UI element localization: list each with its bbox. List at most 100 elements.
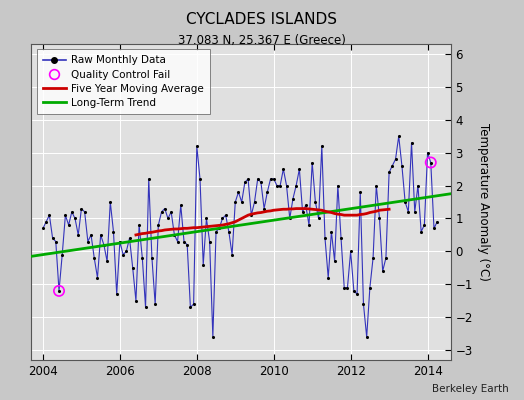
Point xyxy=(346,248,355,254)
Point xyxy=(51,238,60,245)
Legend: Raw Monthly Data, Quality Control Fail, Five Year Moving Average, Long-Term Tren: Raw Monthly Data, Quality Control Fail, … xyxy=(37,49,210,114)
Point xyxy=(401,199,409,205)
Point xyxy=(433,218,441,225)
Point xyxy=(356,189,365,195)
Point xyxy=(318,143,326,149)
Point xyxy=(395,133,403,139)
Point xyxy=(173,238,182,245)
Point xyxy=(369,255,377,261)
Text: CYCLADES ISLANDS: CYCLADES ISLANDS xyxy=(187,12,337,27)
Point xyxy=(363,334,371,340)
Point xyxy=(302,202,310,208)
Text: Berkeley Earth: Berkeley Earth xyxy=(432,384,508,394)
Point xyxy=(334,182,342,189)
Point xyxy=(331,258,339,264)
Point xyxy=(241,179,249,186)
Point xyxy=(84,238,92,245)
Point xyxy=(170,232,179,238)
Point xyxy=(167,209,176,215)
Point xyxy=(359,301,368,307)
Point xyxy=(430,225,438,232)
Point xyxy=(58,252,67,258)
Point xyxy=(276,182,285,189)
Point xyxy=(77,205,85,212)
Point xyxy=(388,162,397,169)
Point xyxy=(260,205,268,212)
Point xyxy=(298,209,307,215)
Point xyxy=(282,182,291,189)
Point xyxy=(151,301,159,307)
Point xyxy=(100,242,108,248)
Point xyxy=(289,196,297,202)
Point xyxy=(74,232,82,238)
Point xyxy=(138,255,147,261)
Point xyxy=(145,176,153,182)
Point xyxy=(119,252,127,258)
Point xyxy=(404,209,412,215)
Point xyxy=(266,176,275,182)
Point xyxy=(414,182,422,189)
Point xyxy=(196,176,204,182)
Point xyxy=(106,199,114,205)
Point xyxy=(39,225,47,232)
Point xyxy=(244,176,252,182)
Point xyxy=(202,215,211,222)
Point xyxy=(55,288,63,294)
Point xyxy=(366,284,374,291)
Point xyxy=(96,232,105,238)
Point xyxy=(378,268,387,274)
Text: 37.083 N, 25.367 E (Greece): 37.083 N, 25.367 E (Greece) xyxy=(178,34,346,47)
Point xyxy=(128,265,137,271)
Point xyxy=(279,166,288,172)
Point xyxy=(411,209,419,215)
Point xyxy=(42,218,50,225)
Point xyxy=(407,140,416,146)
Point xyxy=(228,252,236,258)
Point xyxy=(257,179,265,186)
Point xyxy=(103,258,111,264)
Point xyxy=(247,212,256,218)
Point xyxy=(295,166,303,172)
Point xyxy=(321,235,329,242)
Point xyxy=(381,255,390,261)
Point xyxy=(177,202,185,208)
Point xyxy=(160,205,169,212)
Point xyxy=(205,238,214,245)
Point xyxy=(164,215,172,222)
Point xyxy=(350,288,358,294)
Point xyxy=(132,298,140,304)
Point xyxy=(61,212,70,218)
Point xyxy=(254,176,262,182)
Point xyxy=(324,274,332,281)
Point xyxy=(48,235,57,242)
Point xyxy=(427,159,435,166)
Point xyxy=(183,242,191,248)
Point xyxy=(55,288,63,294)
Point xyxy=(87,232,95,238)
Y-axis label: Temperature Anomaly (°C): Temperature Anomaly (°C) xyxy=(476,123,489,281)
Point xyxy=(420,222,429,228)
Point xyxy=(391,156,400,162)
Point xyxy=(340,284,348,291)
Point xyxy=(292,182,300,189)
Point xyxy=(122,248,130,254)
Point xyxy=(375,215,384,222)
Point xyxy=(68,209,76,215)
Point xyxy=(337,235,345,242)
Point xyxy=(186,304,194,310)
Point xyxy=(81,209,89,215)
Point xyxy=(327,228,335,235)
Point xyxy=(353,291,361,297)
Point xyxy=(423,150,432,156)
Point xyxy=(272,182,281,189)
Point xyxy=(398,162,406,169)
Point xyxy=(93,274,102,281)
Point xyxy=(314,215,323,222)
Point xyxy=(45,212,53,218)
Point xyxy=(417,228,425,235)
Point xyxy=(263,189,271,195)
Point xyxy=(110,228,118,235)
Point xyxy=(222,212,230,218)
Point xyxy=(212,228,220,235)
Point xyxy=(237,199,246,205)
